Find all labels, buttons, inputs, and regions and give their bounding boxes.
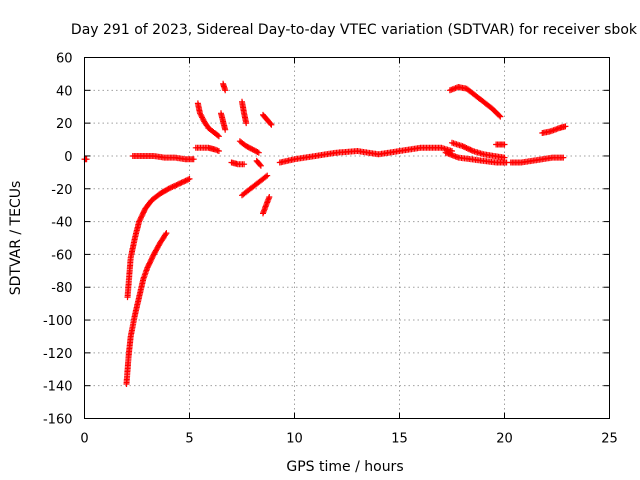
x-tick-label: 15	[391, 432, 408, 447]
track-t19	[442, 149, 510, 166]
data-point-plus-marker	[560, 154, 567, 161]
data-point-plus-marker	[264, 172, 271, 179]
data-point-plus-marker	[214, 132, 221, 139]
data-point-plus-marker	[222, 87, 229, 94]
track-t15	[260, 111, 275, 128]
data-point-plus-marker	[266, 194, 273, 200]
track-t12	[239, 172, 271, 199]
data-point-plus-marker	[186, 175, 193, 182]
data-point-plus-marker	[501, 141, 508, 148]
track-t8	[218, 110, 229, 133]
track-t9	[228, 159, 248, 168]
track-t16	[276, 144, 455, 166]
y-tick-label: -20	[51, 183, 72, 198]
track-t7	[220, 80, 229, 94]
track-t2	[124, 175, 193, 301]
x-axis-label: GPS time / hours	[286, 459, 403, 475]
data-point-plus-marker	[449, 148, 455, 154]
y-tick-label: -120	[43, 347, 73, 362]
data-point-plus-marker	[254, 158, 261, 165]
axis-ticks	[84, 57, 610, 419]
track-t11	[236, 138, 262, 156]
data-point-plus-marker	[215, 148, 222, 154]
data-point-plus-marker	[215, 133, 222, 140]
track-t21	[507, 154, 567, 166]
track-t6	[194, 100, 222, 140]
y-axis-label: SDTVAR / TECUs	[8, 181, 24, 296]
x-tick-label: 0	[80, 432, 88, 447]
grid-lines	[84, 57, 610, 419]
data-point-plus-marker	[254, 149, 261, 155]
plot-frame	[84, 57, 610, 419]
data-point-plus-marker	[241, 161, 248, 168]
y-tick-label: 60	[56, 52, 73, 67]
y-tick-label: -40	[51, 216, 72, 231]
data-point-plus-marker	[190, 156, 197, 163]
track-t17	[446, 84, 504, 120]
data-point-plus-marker	[255, 149, 262, 156]
y-tick-label: 40	[56, 84, 73, 99]
y-tick-label: 0	[64, 150, 72, 165]
data-point-plus-marker	[163, 230, 170, 237]
track-t14	[260, 194, 273, 217]
data-point-plus-marker	[496, 112, 503, 119]
data-point-plus-marker	[243, 120, 250, 127]
y-tick-label: -80	[51, 281, 72, 296]
track-t5	[192, 144, 222, 154]
data-points	[81, 80, 569, 387]
x-tick-label: 10	[286, 432, 303, 447]
data-point-plus-marker	[267, 120, 274, 127]
data-point-plus-marker	[268, 121, 275, 128]
track-t10	[239, 98, 250, 127]
tick-labels: 0 5 10 15 20 25 -160 -140 -120 -100 -80 -60 -40 -20 0 2…	[43, 52, 618, 447]
data-point-plus-marker	[253, 157, 260, 164]
data-point-plus-marker	[562, 123, 569, 130]
track-t20	[493, 141, 508, 148]
track-t4	[129, 153, 197, 163]
data-point-plus-marker	[497, 113, 504, 120]
y-tick-label: -60	[51, 248, 72, 263]
chart-title: Day 291 of 2023, Sidereal Day-to-day VTE…	[71, 22, 638, 38]
y-tick-label: -140	[43, 380, 73, 395]
track-t3	[123, 230, 170, 387]
data-point-plus-marker	[222, 126, 229, 133]
data-point-plus-marker	[462, 144, 469, 151]
x-tick-label: 20	[496, 432, 513, 447]
track-t22	[539, 123, 569, 136]
track-t13	[253, 157, 264, 169]
y-tick-label: -160	[43, 413, 73, 428]
data-point-plus-marker	[162, 231, 169, 238]
y-tick-label: 20	[56, 117, 73, 132]
track-t18	[449, 139, 508, 161]
x-tick-label: 25	[601, 432, 618, 447]
data-point-plus-marker	[262, 173, 269, 180]
x-tick-label: 5	[185, 432, 193, 447]
y-tick-label: -100	[43, 314, 73, 329]
